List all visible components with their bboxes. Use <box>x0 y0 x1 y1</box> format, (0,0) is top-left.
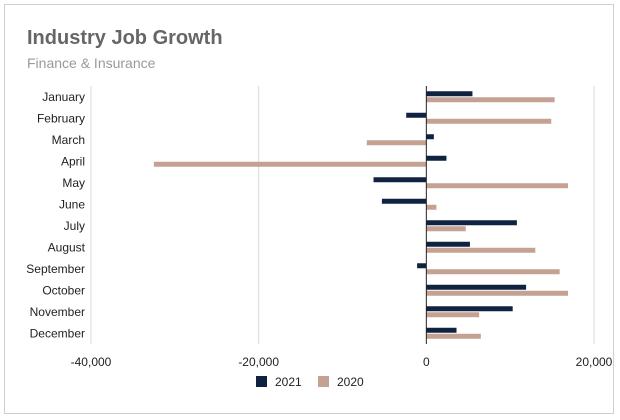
bar-2021 <box>426 91 473 97</box>
bar-2020 <box>426 204 437 210</box>
bar-2021 <box>426 284 527 290</box>
legend-label: 2020 <box>337 375 364 389</box>
bar-2021 <box>381 198 427 204</box>
bar-2021 <box>426 241 470 247</box>
bar-2020 <box>426 247 536 253</box>
bar-2020 <box>426 312 480 318</box>
bar-2020 <box>366 140 427 146</box>
x-tick-label: -20,000 <box>238 355 279 369</box>
bar-2021 <box>426 155 447 161</box>
bar-2021 <box>426 306 513 312</box>
bar-2021 <box>417 263 427 269</box>
category-label: May <box>62 176 85 190</box>
category-label: April <box>61 154 85 168</box>
bar-2020 <box>426 183 569 189</box>
chart-title: Industry Job Growth <box>27 27 223 49</box>
bar-2021 <box>426 220 517 226</box>
category-label: July <box>64 219 85 233</box>
category-label: June <box>59 197 85 211</box>
category-label: January <box>42 90 85 104</box>
category-label: February <box>37 111 85 125</box>
bar-2021 <box>406 112 427 118</box>
category-label: September <box>26 262 85 276</box>
bar-2020 <box>426 97 555 103</box>
legend-label: 2021 <box>275 375 302 389</box>
x-tick-label: -40,000 <box>71 355 112 369</box>
legend-swatch-2020 <box>318 376 329 387</box>
legend-swatch-2021 <box>256 376 267 387</box>
chart-card: Industry Job Growth Finance & Insurance <box>4 4 614 414</box>
category-label: December <box>30 326 85 340</box>
bar-2020 <box>426 226 466 232</box>
category-label: August <box>48 240 86 254</box>
bar-2020 <box>153 161 427 167</box>
bar-2021 <box>426 134 434 140</box>
bar-2021 <box>373 177 427 183</box>
category-label: March <box>52 133 85 147</box>
x-tick-label: 0 <box>423 355 430 369</box>
category-label: October <box>42 283 85 297</box>
chart-subtitle: Finance & Insurance <box>27 55 156 71</box>
x-tick-label: 20,000 <box>576 355 613 369</box>
bar-2020 <box>426 118 552 124</box>
bar-2020 <box>426 269 560 275</box>
category-label: November <box>30 305 85 319</box>
bar-2020 <box>426 333 481 339</box>
bar-2021 <box>426 327 457 333</box>
bar-2020 <box>426 290 569 296</box>
